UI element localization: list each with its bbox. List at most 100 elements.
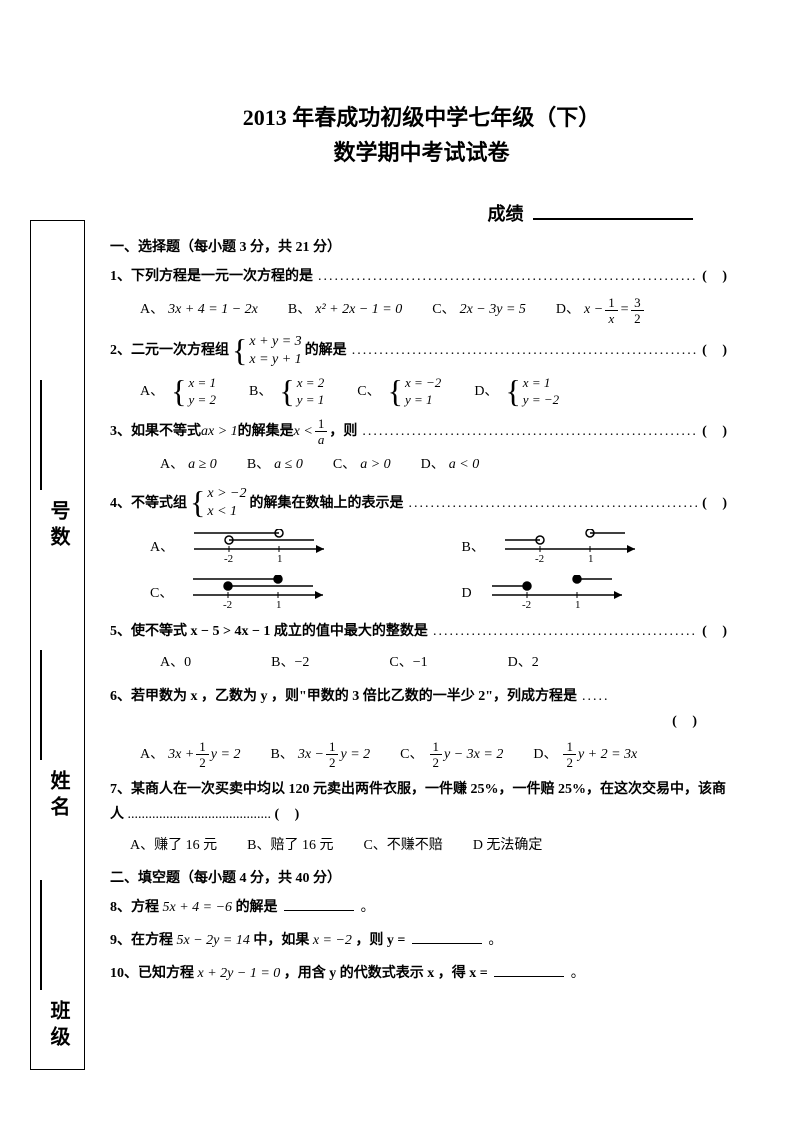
score-row: 成绩 — [110, 200, 733, 226]
q6-answer-paren[interactable]: ( ) — [672, 714, 703, 729]
q6-opt-D[interactable]: D、 12 y + 2 = 3x — [533, 740, 637, 769]
q9-blank[interactable] — [412, 943, 482, 944]
q9-tail: 。 — [488, 933, 502, 948]
q6-opt-A[interactable]: A、 3x + 12 y = 2 — [140, 740, 240, 769]
q9-stem-mid: 中，如果 — [253, 933, 313, 948]
score-blank[interactable] — [533, 218, 693, 220]
q2-stem-post: 的解是 — [305, 338, 347, 363]
q3-opt-B[interactable]: B、a ≤ 0 — [247, 452, 303, 477]
q1-opt-B[interactable]: B、x² + 2x − 1 = 0 — [288, 297, 402, 322]
q9-cond: x = −2 — [313, 933, 352, 948]
question-7: 7、某商人在一次买卖中均以 120 元卖出两件衣服，一件赚 25%，一件赔 25… — [110, 777, 733, 859]
q1-answer-paren[interactable]: ( ) — [702, 264, 733, 289]
q6-dots: ..... — [582, 684, 612, 709]
q1-opt-D[interactable]: D、 x − 1x = 32 — [556, 296, 646, 325]
q2-answer-paren[interactable]: ( ) — [702, 338, 733, 363]
q7-opt-B[interactable]: B、赔了 16 元 — [247, 833, 333, 858]
q7-opt-C[interactable]: C、不赚不赔 — [363, 833, 442, 858]
q2-opt-C[interactable]: C、 {x = −2y = 1 — [357, 375, 444, 409]
q10-stem-pre: 10、已知方程 — [110, 966, 198, 981]
binding-margin-box — [30, 220, 85, 1070]
q5-answer-paren[interactable]: ( ) — [702, 619, 733, 644]
q6-opt-B[interactable]: B、 3x − 12 y = 2 — [270, 740, 370, 769]
q2-dots: ........................................… — [352, 338, 697, 363]
page-content: 2013 年春成功初级中学七年级（下） 数学期中考试试卷 成绩 一、选择题（每小… — [0, 0, 793, 1034]
q3-stem-mid: 的解集是 — [238, 419, 294, 444]
q5-dots: ........................................… — [433, 619, 697, 644]
q7-opt-A[interactable]: A、赚了 16 元 — [130, 833, 217, 858]
q4-opt-D[interactable]: D -2 1 — [462, 575, 734, 611]
q8-blank[interactable] — [284, 910, 354, 911]
q4-opt-C[interactable]: C、 -2 1 — [150, 575, 422, 611]
q4-answer-paren[interactable]: ( ) — [702, 491, 733, 516]
q5-opt-B[interactable]: B、−2 — [271, 650, 309, 675]
q1-stem: 1、下列方程是一元一次方程的是 — [110, 264, 313, 289]
q4-stem-post: 的解集在数轴上的表示是 — [249, 491, 403, 516]
q3-opt-D[interactable]: D、a < 0 — [421, 452, 480, 477]
svg-text:-2: -2 — [522, 599, 531, 611]
q3-sol-left: x < — [294, 419, 313, 444]
q10-tail: 。 — [571, 966, 585, 981]
q7-answer-paren[interactable]: ( ) — [275, 807, 306, 822]
q4-system: { x > −2 x < 1 — [190, 485, 246, 521]
question-1: 1、下列方程是一元一次方程的是 ........................… — [110, 264, 733, 324]
q6-opt-C[interactable]: C、 12 y − 3x = 2 — [400, 740, 503, 769]
q10-blank[interactable] — [494, 976, 564, 977]
number-line-A: -2 1 — [184, 529, 334, 565]
side-underline-name — [40, 650, 42, 760]
question-5: 5、使不等式 x − 5 > 4x − 1 成立的值中最大的整数是 ......… — [110, 619, 733, 675]
q10-eq: x + 2y − 1 = 0 — [198, 966, 281, 981]
svg-text:-2: -2 — [223, 599, 232, 611]
svg-text:1: 1 — [588, 553, 594, 565]
question-6: 6、若甲数为 x ，乙数为 y ，则"甲数的 3 倍比乙数的一半少 2"，列成方… — [110, 684, 733, 769]
q8-tail: 。 — [361, 900, 375, 915]
q3-stem-pre: 3、如果不等式 — [110, 419, 201, 444]
q2-system: { x + y = 3 x = y + 1 — [232, 333, 302, 369]
question-8: 8、方程 5x + 4 = −6 的解是 。 — [110, 895, 733, 920]
question-4: 4、不等式组 { x > −2 x < 1 的解集在数轴上的表示是 ......… — [110, 485, 733, 611]
title-line-2: 数学期中考试试卷 — [110, 135, 733, 170]
q1-dots: ........................................… — [318, 264, 697, 289]
q4-opt-B[interactable]: B、 -2 1 — [462, 529, 734, 565]
q4-dots: ........................................… — [408, 491, 697, 516]
q9-eq: 5x − 2y = 14 — [177, 933, 250, 948]
q7-dots: ........................................… — [128, 807, 272, 822]
q2-opt-A[interactable]: A、 {x = 1y = 2 — [140, 375, 219, 409]
svg-text:1: 1 — [575, 599, 581, 611]
q3-stem-post: ，则 — [329, 419, 357, 444]
q3-answer-paren[interactable]: ( ) — [702, 419, 733, 444]
exam-title: 2013 年春成功初级中学七年级（下） 数学期中考试试卷 — [110, 100, 733, 170]
svg-text:-2: -2 — [224, 553, 233, 565]
q5-opt-C[interactable]: C、−1 — [389, 650, 427, 675]
question-3: 3、如果不等式 ax > 1 的解集是 x < 1a ，则 ..........… — [110, 417, 733, 477]
q3-dots: ........................................… — [362, 419, 697, 444]
q10-stem-mid: ，用含 y 的代数式表示 x ，得 x = — [284, 966, 488, 981]
svg-text:-2: -2 — [535, 553, 544, 565]
q2-opt-B[interactable]: B、 {x = 2y = 1 — [249, 375, 327, 409]
q3-opt-A[interactable]: A、a ≥ 0 — [160, 452, 217, 477]
q3-frac: 1a — [315, 417, 328, 446]
q5-opt-D[interactable]: D、2 — [508, 650, 539, 675]
q3-opt-C[interactable]: C、a > 0 — [333, 452, 391, 477]
q2-opt-D[interactable]: D、 {x = 1y = −2 — [474, 375, 562, 409]
q5-opt-A[interactable]: A、0 — [160, 650, 191, 675]
q7-opt-D[interactable]: D 无法确定 — [473, 833, 543, 858]
number-line-D: -2 1 — [482, 575, 632, 611]
q2-stem-pre: 2、二元一次方程组 — [110, 338, 229, 363]
side-label-number: 号数 — [44, 500, 73, 552]
q6-stem: 6、若甲数为 x ，乙数为 y ，则"甲数的 3 倍比乙数的一半少 2"，列成方… — [110, 684, 577, 709]
svg-text:1: 1 — [277, 553, 283, 565]
q9-stem-post: ，则 y = — [355, 933, 405, 948]
q1-opt-A[interactable]: A、3x + 4 = 1 − 2x — [140, 297, 258, 322]
question-9: 9、在方程 5x − 2y = 14 中，如果 x = −2 ，则 y = 。 — [110, 928, 733, 953]
side-underline-number — [40, 380, 42, 490]
section-2-header: 二、填空题（每小题 4 分，共 40 分） — [110, 867, 733, 887]
q1-opt-C[interactable]: C、2x − 3y = 5 — [432, 297, 526, 322]
q8-stem-post: 的解是 — [236, 900, 278, 915]
number-line-B: -2 1 — [495, 529, 645, 565]
q4-opt-A[interactable]: A、 -2 1 — [150, 529, 422, 565]
q4-stem-pre: 4、不等式组 — [110, 491, 187, 516]
q8-eq: 5x + 4 = −6 — [163, 900, 233, 915]
title-line-1: 2013 年春成功初级中学七年级（下） — [110, 100, 733, 135]
side-label-class: 班级 — [44, 1000, 73, 1052]
